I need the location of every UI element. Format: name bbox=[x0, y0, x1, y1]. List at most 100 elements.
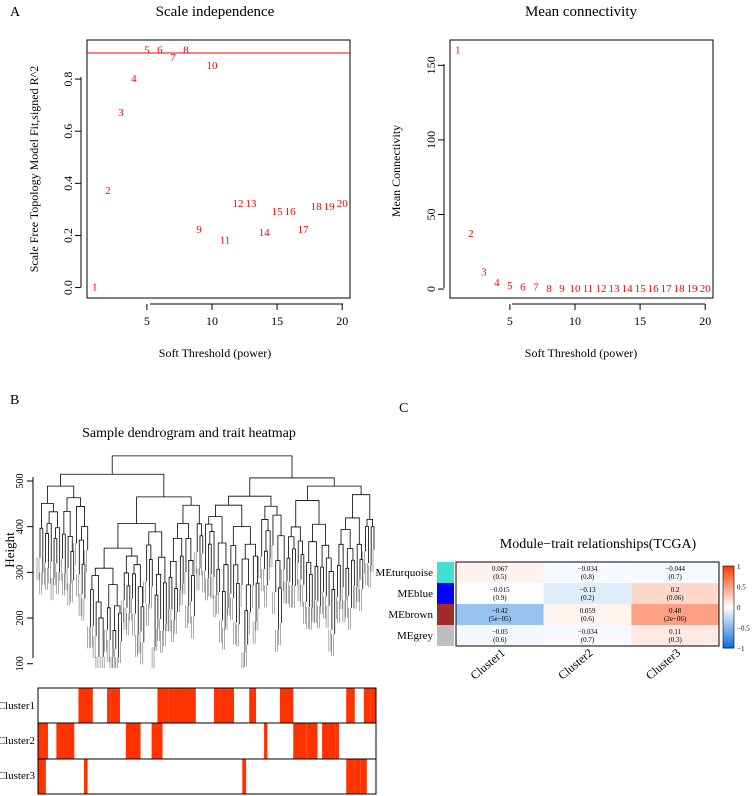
module-trait-heatmap: Module−trait relationships(TCGA) 0.067(0… bbox=[376, 537, 751, 682]
data-point-label: 1 bbox=[92, 282, 98, 294]
y-axis: 0 50 100 150 bbox=[424, 56, 445, 292]
data-point-label: 7 bbox=[170, 52, 176, 64]
trait-row-label: Cluster2 bbox=[0, 735, 35, 747]
row-label: MEgrey bbox=[397, 630, 434, 642]
legend-gradient-step bbox=[723, 592, 734, 596]
dendrogram-branch bbox=[321, 544, 330, 568]
dendrogram-branch bbox=[191, 575, 195, 617]
y-tick-label: 300 bbox=[15, 565, 26, 580]
legend-gradient-step bbox=[723, 598, 734, 602]
dendrogram-branch bbox=[146, 544, 152, 582]
trait-bar bbox=[264, 723, 268, 759]
legend-gradient-step bbox=[723, 633, 734, 637]
cell-pvalue: (5e−05) bbox=[489, 615, 512, 623]
legend-gradient-step bbox=[723, 574, 734, 577]
data-point-label: 17 bbox=[661, 283, 673, 295]
dendrogram-branch bbox=[255, 582, 260, 622]
dendrogram-branch bbox=[228, 495, 272, 507]
heatmap-cell bbox=[631, 562, 719, 583]
legend-gradient-step bbox=[723, 637, 734, 641]
legend-gradient-step bbox=[723, 568, 734, 571]
dendrogram-branch bbox=[208, 516, 223, 543]
x-axis: 5 10 15 20 bbox=[507, 303, 711, 328]
cell-correlation: 0.11 bbox=[669, 628, 681, 636]
data-point-label: 13 bbox=[609, 283, 621, 295]
data-point-label: 10 bbox=[569, 283, 581, 295]
data-point-label: 9 bbox=[559, 283, 565, 295]
x-axis-label: Soft Threshold (power) bbox=[159, 346, 271, 360]
legend-gradient-step bbox=[723, 602, 734, 606]
dendrogram-branch bbox=[261, 519, 269, 557]
legend-tick-label: 1 bbox=[737, 563, 741, 571]
dendrogram-branch bbox=[314, 565, 319, 602]
heatmap-cells: 0.067(0.5)−0.034(0.8)−0.044(0.7)−0.015(0… bbox=[456, 562, 719, 646]
heatmap-frame bbox=[37, 687, 377, 795]
dendrogram-branch bbox=[46, 523, 52, 562]
dendrogram-branch bbox=[60, 473, 165, 497]
chart-title: Module−trait relationships(TCGA) bbox=[500, 537, 697, 552]
panel-label-b: B bbox=[10, 393, 19, 408]
module-color-swatch bbox=[437, 625, 454, 646]
data-point-label: 20 bbox=[700, 283, 712, 295]
dendrogram-branch bbox=[148, 531, 163, 558]
legend-gradient-step bbox=[723, 619, 734, 622]
data-point-label: 19 bbox=[687, 283, 699, 295]
dendrogram-branch bbox=[306, 485, 362, 501]
dendrogram-branch bbox=[209, 531, 215, 577]
y-tick-label: 0.2 bbox=[61, 228, 75, 243]
trait-bar bbox=[189, 688, 196, 723]
data-point-label: 6 bbox=[157, 44, 163, 56]
panel-label-c: C bbox=[399, 401, 408, 416]
dendrogram-branch bbox=[300, 554, 305, 585]
dendrogram-branch bbox=[103, 547, 133, 569]
data-point-label: 6 bbox=[520, 282, 526, 294]
y-tick-label: 0.6 bbox=[61, 124, 75, 139]
trait-bar bbox=[346, 688, 355, 723]
x-tick-label: 20 bbox=[699, 314, 711, 328]
heatmap-cell bbox=[631, 625, 719, 646]
y-axis: 100 200 300 400 500 bbox=[15, 473, 34, 671]
cell-correlation: −0.42 bbox=[492, 607, 509, 615]
y-tick-label: 0.0 bbox=[61, 280, 75, 295]
data-point-label: 16 bbox=[648, 283, 660, 295]
y-axis-label: Scale Free Topology Model Fit,signed R^2 bbox=[27, 66, 41, 273]
dendrogram-tree bbox=[39, 455, 375, 657]
dendrogram-branch bbox=[48, 511, 58, 528]
dendrogram-branch bbox=[196, 523, 202, 552]
cell-pvalue: (0.8) bbox=[581, 573, 595, 581]
dendrogram-branch bbox=[132, 573, 136, 614]
dendrogram-branch bbox=[53, 538, 58, 579]
legend-gradient-step bbox=[723, 641, 734, 645]
legend-gradient-step bbox=[723, 582, 734, 585]
dendrogram-branch bbox=[123, 572, 129, 601]
legend-gradient-step bbox=[723, 570, 734, 573]
trait-bar bbox=[125, 723, 141, 759]
cell-pvalue: (0.6) bbox=[581, 615, 595, 623]
heatmap-cell bbox=[631, 583, 719, 604]
legend-gradient-step bbox=[723, 590, 734, 594]
data-point-label: 7 bbox=[533, 282, 539, 294]
dendrogram-branch bbox=[345, 567, 350, 601]
data-point-label: 8 bbox=[183, 44, 189, 56]
data-point-label: 2 bbox=[105, 185, 111, 197]
dendrogram-branch bbox=[312, 523, 326, 546]
legend-gradient-step bbox=[723, 639, 734, 643]
panel-label-a: A bbox=[10, 5, 21, 20]
legend-gradient-step bbox=[723, 621, 734, 624]
module-color-swatch bbox=[437, 604, 454, 625]
data-point-label: 19 bbox=[324, 201, 336, 213]
dendrogram-branch bbox=[297, 540, 303, 563]
y-tick-label: 150 bbox=[424, 56, 438, 74]
chart-title: Scale independence bbox=[156, 4, 275, 20]
y-axis: 0.0 0.2 0.4 0.6 0.8 bbox=[61, 72, 82, 295]
dendrogram-branch bbox=[264, 505, 278, 520]
legend-frame bbox=[722, 565, 735, 649]
data-point-label: 11 bbox=[583, 283, 594, 295]
data-point-label: 18 bbox=[311, 201, 323, 213]
dendrogram-branch bbox=[249, 477, 335, 497]
trait-bar bbox=[107, 688, 111, 723]
dendrogram-branch bbox=[295, 500, 320, 527]
dendrogram-branch bbox=[345, 517, 360, 545]
trait-bar bbox=[360, 759, 367, 794]
